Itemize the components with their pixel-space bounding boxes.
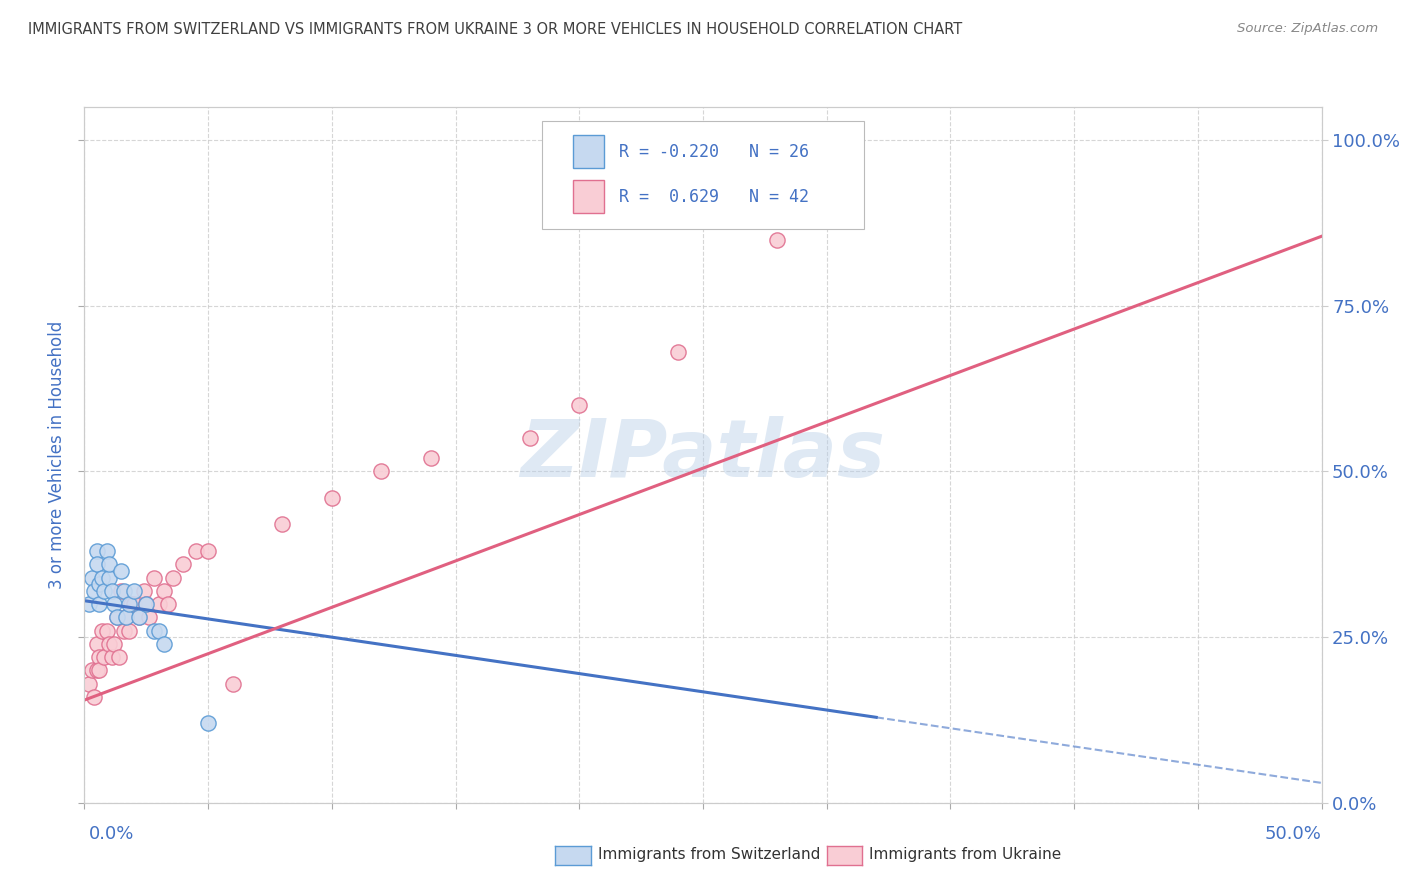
Point: [128, 610, 150, 624]
Point: [135, 597, 157, 611]
Point: [103, 597, 125, 611]
Point: [89, 663, 111, 677]
Point: [157, 597, 180, 611]
Point: [90, 570, 112, 584]
Bar: [574, 180, 605, 213]
FancyBboxPatch shape: [543, 121, 863, 229]
Point: [132, 583, 155, 598]
Point: [89, 650, 111, 665]
Point: [100, 583, 122, 598]
Point: [152, 637, 174, 651]
Point: [83, 690, 105, 704]
Point: [80, 570, 103, 584]
Point: [112, 624, 135, 638]
Text: R = -0.220   N = 26: R = -0.220 N = 26: [619, 143, 808, 161]
Point: [96, 544, 118, 558]
Point: [120, 597, 142, 611]
Point: [419, 451, 441, 466]
Point: [98, 558, 121, 572]
Point: [86, 663, 108, 677]
Point: [110, 564, 132, 578]
Point: [93, 650, 115, 665]
Point: [142, 570, 165, 584]
Text: 50.0%: 50.0%: [1265, 825, 1322, 843]
Point: [172, 558, 194, 572]
Point: [118, 597, 141, 611]
Point: [271, 517, 294, 532]
Point: [766, 233, 789, 247]
Point: [98, 570, 121, 584]
Text: Immigrants from Switzerland: Immigrants from Switzerland: [598, 847, 820, 862]
Point: [93, 583, 115, 598]
Point: [89, 577, 111, 591]
Point: [148, 624, 170, 638]
Point: [184, 544, 207, 558]
Point: [86, 558, 108, 572]
Point: [148, 597, 170, 611]
Point: [108, 650, 131, 665]
Point: [83, 583, 105, 598]
Bar: [574, 135, 605, 169]
Point: [105, 610, 128, 624]
Text: R =  0.629   N = 42: R = 0.629 N = 42: [619, 188, 808, 206]
Point: [86, 544, 108, 558]
Point: [519, 431, 541, 445]
Point: [197, 716, 219, 731]
Text: ZIPatlas: ZIPatlas: [520, 416, 886, 494]
Point: [112, 583, 135, 598]
Point: [100, 650, 122, 665]
Point: [115, 610, 138, 624]
Point: [89, 597, 111, 611]
Point: [142, 624, 165, 638]
Point: [321, 491, 343, 505]
Point: [86, 637, 108, 651]
Point: [138, 610, 160, 624]
Point: [128, 610, 150, 624]
Point: [568, 398, 591, 412]
Point: [79, 676, 101, 690]
Point: [197, 544, 219, 558]
Point: [110, 583, 132, 598]
Point: [115, 610, 138, 624]
Text: IMMIGRANTS FROM SWITZERLAND VS IMMIGRANTS FROM UKRAINE 3 OR MORE VEHICLES IN HOU: IMMIGRANTS FROM SWITZERLAND VS IMMIGRANT…: [28, 22, 962, 37]
Point: [222, 676, 245, 690]
Y-axis label: 3 or more Vehicles in Household: 3 or more Vehicles in Household: [48, 321, 66, 589]
Text: 0.0%: 0.0%: [89, 825, 134, 843]
Point: [105, 610, 128, 624]
Text: Source: ZipAtlas.com: Source: ZipAtlas.com: [1237, 22, 1378, 36]
Point: [79, 597, 101, 611]
Point: [118, 624, 141, 638]
Point: [90, 624, 112, 638]
Text: Immigrants from Ukraine: Immigrants from Ukraine: [869, 847, 1062, 862]
Point: [122, 583, 145, 598]
Point: [135, 597, 157, 611]
Point: [103, 637, 125, 651]
Point: [152, 583, 174, 598]
Point: [122, 597, 145, 611]
Point: [370, 465, 392, 479]
Point: [98, 637, 121, 651]
Point: [80, 663, 103, 677]
Point: [96, 624, 118, 638]
Point: [666, 345, 689, 359]
Point: [162, 570, 184, 584]
